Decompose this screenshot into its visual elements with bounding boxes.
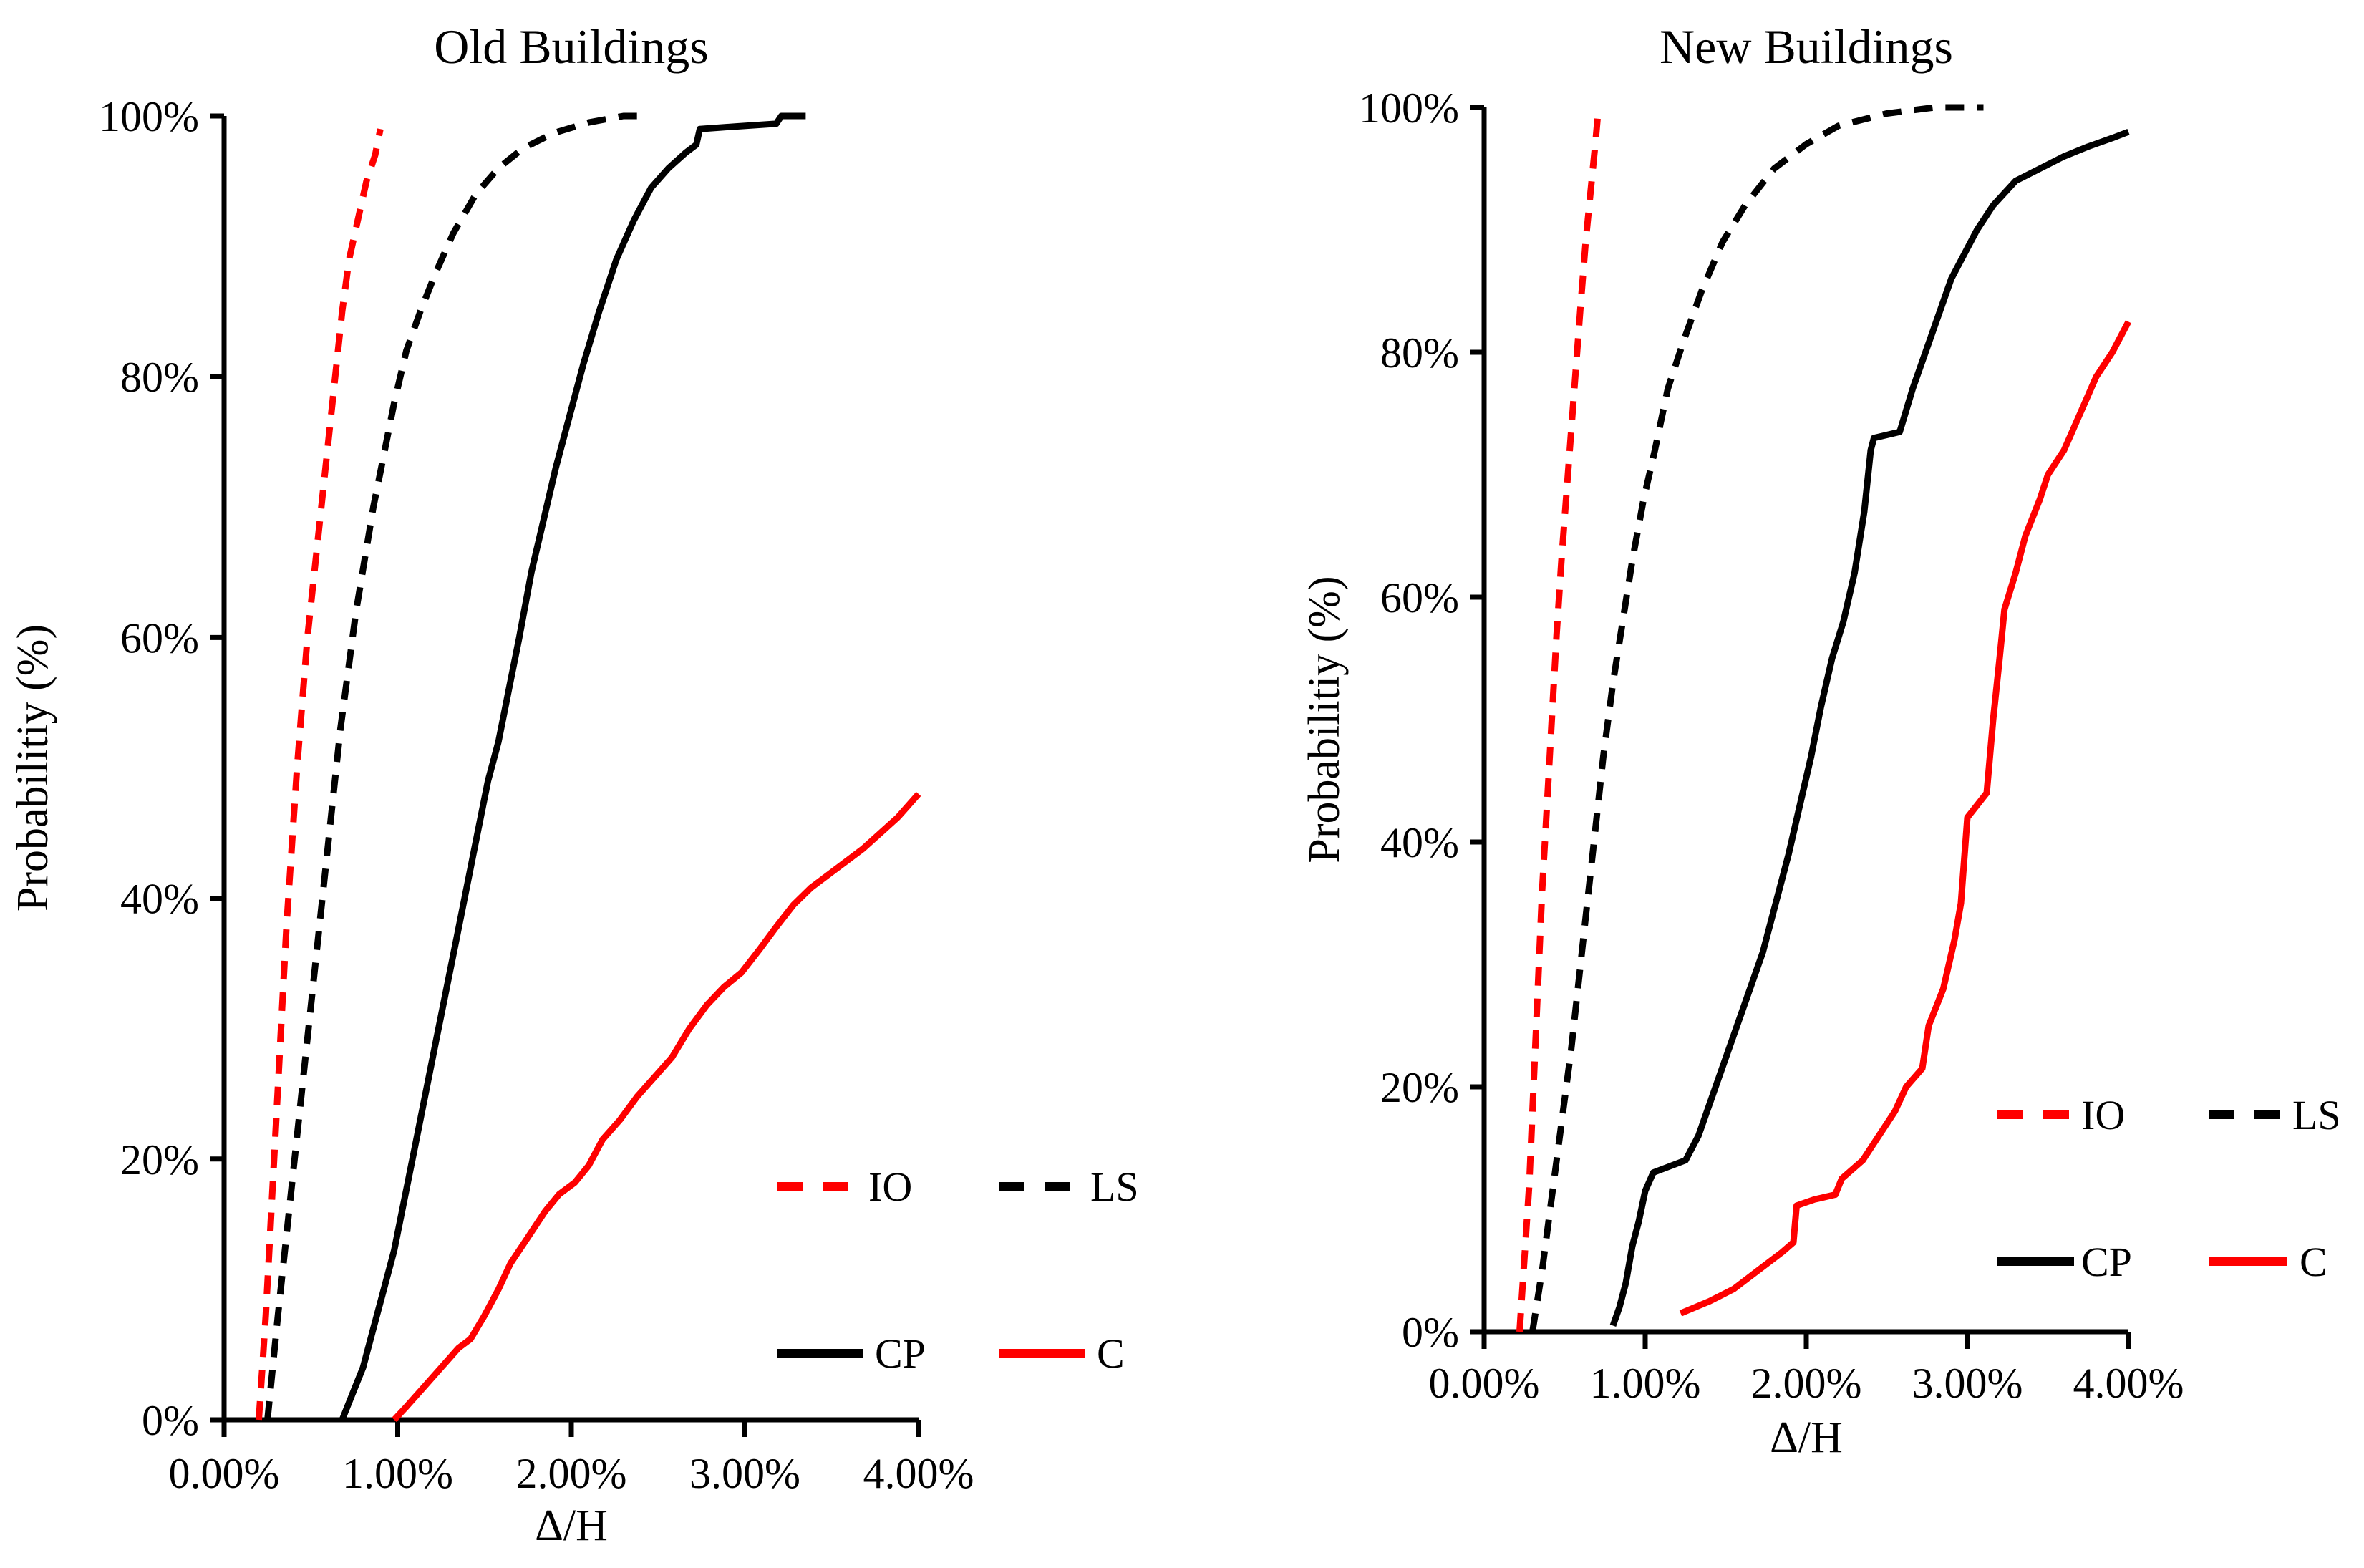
y-tick-label: 80% [120, 354, 199, 401]
series-line-ls [1529, 104, 1984, 1332]
x-tick-label: 1.00% [342, 1450, 453, 1497]
x-tick-label: 0.00% [1429, 1360, 1540, 1407]
chart-new-buildings: 0% 20% 40% 60% 80% 100% 0.00% 1.00% 2.00% 3.00% 4.… [1300, 19, 2341, 1462]
legend-label-cp: CP [875, 1330, 926, 1377]
y-tick-label: 80% [1380, 329, 1459, 377]
y-tick-label: 20% [120, 1136, 199, 1184]
x-axis-label: Δ/H [1770, 1413, 1843, 1462]
x-tick-label: 4.00% [2073, 1360, 2184, 1407]
legend-label-c: C [1097, 1330, 1125, 1377]
y-tick-label: 60% [1380, 574, 1459, 621]
chart-title: Old Buildings [434, 19, 709, 74]
legend-label-ls: LS [1090, 1163, 1139, 1210]
chart-old-buildings: 0% 20% 40% 60% 80% 100% 0.00% 1.00% 2.00% 3.00% 4.… [9, 19, 1139, 1550]
y-tick-label: 100% [99, 93, 199, 140]
y-tick-label: 0% [1402, 1309, 1459, 1356]
x-tick-label: 0.00% [169, 1450, 280, 1497]
legend-label-c: C [2300, 1239, 2327, 1285]
legend-label-io: IO [2081, 1092, 2125, 1138]
y-tick-label: 40% [1380, 819, 1459, 866]
series-line-ls [264, 112, 650, 1421]
legend-label-cp: CP [2081, 1239, 2132, 1285]
y-tick-label: 100% [1359, 84, 1459, 132]
x-axis-label: Δ/H [535, 1501, 608, 1550]
x-tick-label: 3.00% [1912, 1360, 2023, 1407]
legend-label-io: IO [868, 1163, 912, 1210]
y-tick-label: 20% [1380, 1064, 1459, 1111]
series-line-cp [1609, 128, 2130, 1327]
y-tick-label: 0% [142, 1397, 199, 1444]
x-tick-label: 3.00% [689, 1450, 800, 1497]
series-line-io [256, 128, 384, 1421]
y-tick-label: 40% [120, 876, 199, 923]
series-line-c [1679, 320, 2131, 1317]
y-axis-label: Probabilitiy (%) [9, 624, 57, 911]
x-tick-label: 2.00% [1751, 1360, 1862, 1407]
series-line-io [1516, 107, 1602, 1332]
x-tick-label: 4.00% [863, 1450, 974, 1497]
legend: IO LS CP C [1997, 1092, 2341, 1285]
legend: IO LS CP C [777, 1163, 1139, 1377]
y-axis-label: Probabilitiy (%) [1300, 576, 1349, 863]
x-tick-label: 2.00% [516, 1450, 627, 1497]
chart-title: New Buildings [1660, 19, 1953, 74]
x-tick-label: 1.00% [1590, 1360, 1701, 1407]
legend-label-ls: LS [2292, 1092, 2341, 1138]
series-line-c [392, 791, 921, 1423]
y-tick-label: 60% [120, 614, 199, 662]
series-line-cp [339, 112, 806, 1421]
